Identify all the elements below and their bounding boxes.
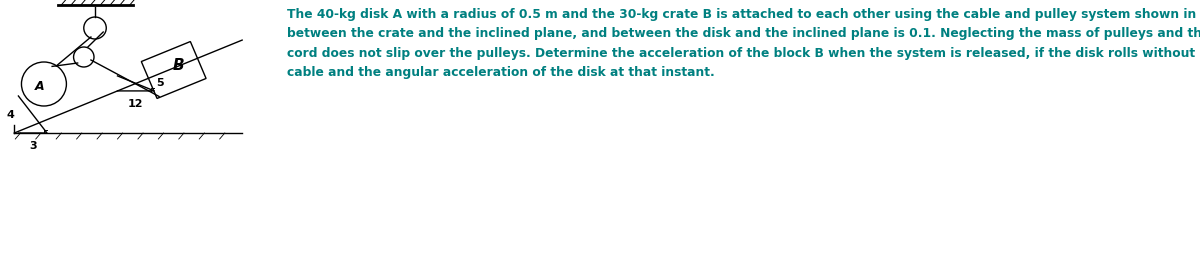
Text: 12: 12 — [128, 99, 144, 109]
Text: B: B — [173, 59, 185, 74]
Text: 5: 5 — [156, 78, 164, 88]
Text: 4: 4 — [6, 110, 14, 119]
Text: A: A — [35, 81, 44, 93]
Text: 3: 3 — [29, 141, 36, 151]
Text: The 40-kg disk A with a radius of 0.5 m and the 30-kg crate B is attached to eac: The 40-kg disk A with a radius of 0.5 m … — [287, 8, 1200, 79]
